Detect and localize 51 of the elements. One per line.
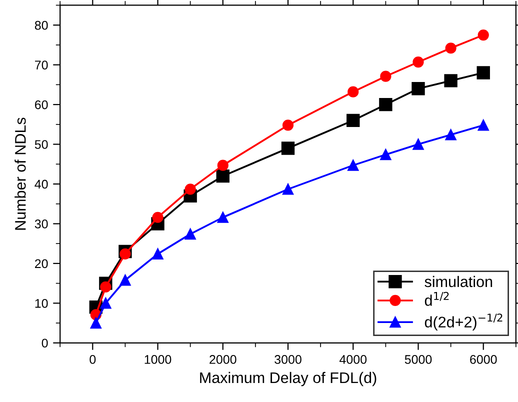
- x-tick-label: 2000: [210, 355, 236, 364]
- point: [445, 42, 456, 54]
- y-tick-label: 10: [35, 298, 48, 308]
- point: [120, 274, 131, 286]
- y-tick-label: 50: [34, 140, 48, 149]
- x-tick-label: 5000: [404, 355, 432, 364]
- point: [478, 29, 489, 41]
- point: [445, 129, 456, 140]
- point: [216, 169, 230, 183]
- point: [476, 66, 490, 80]
- x-tick-label: 0: [90, 355, 96, 364]
- point: [120, 248, 131, 260]
- point: [348, 86, 359, 98]
- point: [152, 212, 164, 223]
- point: [380, 70, 392, 82]
- point: [346, 114, 360, 128]
- y-tick-label: 80: [34, 20, 48, 30]
- point: [184, 228, 196, 240]
- point: [348, 160, 359, 171]
- point: [282, 120, 294, 131]
- point: [379, 98, 392, 112]
- legend-label: d$^{1/2}$: [424, 292, 449, 306]
- x-tick-label: 3000: [274, 355, 302, 364]
- y-tick-label: 60: [35, 100, 48, 110]
- point: [412, 56, 424, 68]
- x-tick-label: 6000: [470, 355, 497, 364]
- x-tick-label: 4000: [340, 355, 367, 364]
- y-axis-title: Number of NDLs: [14, 118, 26, 230]
- point: [412, 82, 425, 96]
- point: [281, 142, 295, 155]
- legend-label: simulation: [424, 276, 492, 288]
- y-tick-label: 0: [42, 338, 48, 348]
- point: [282, 184, 294, 195]
- y-tick-label: 40: [34, 180, 48, 189]
- y-tick-label: 30: [34, 220, 48, 228]
- point: [444, 74, 458, 88]
- y-tick-label: 70: [35, 60, 48, 70]
- point: [217, 212, 228, 223]
- y-tick-label: 20: [35, 259, 48, 268]
- x-tick-label: 1000: [144, 355, 172, 364]
- legend-label: d(2d+2)$^{−1/2}$: [424, 314, 502, 331]
- point: [412, 138, 424, 150]
- point: [100, 281, 112, 292]
- point: [152, 248, 164, 260]
- point: [478, 120, 489, 131]
- x-axis-title: Maximum Delay of FDL(d): [200, 372, 376, 386]
- point: [380, 149, 392, 160]
- point: [184, 184, 196, 195]
- point: [90, 317, 102, 329]
- point: [100, 298, 112, 309]
- point: [217, 160, 228, 171]
